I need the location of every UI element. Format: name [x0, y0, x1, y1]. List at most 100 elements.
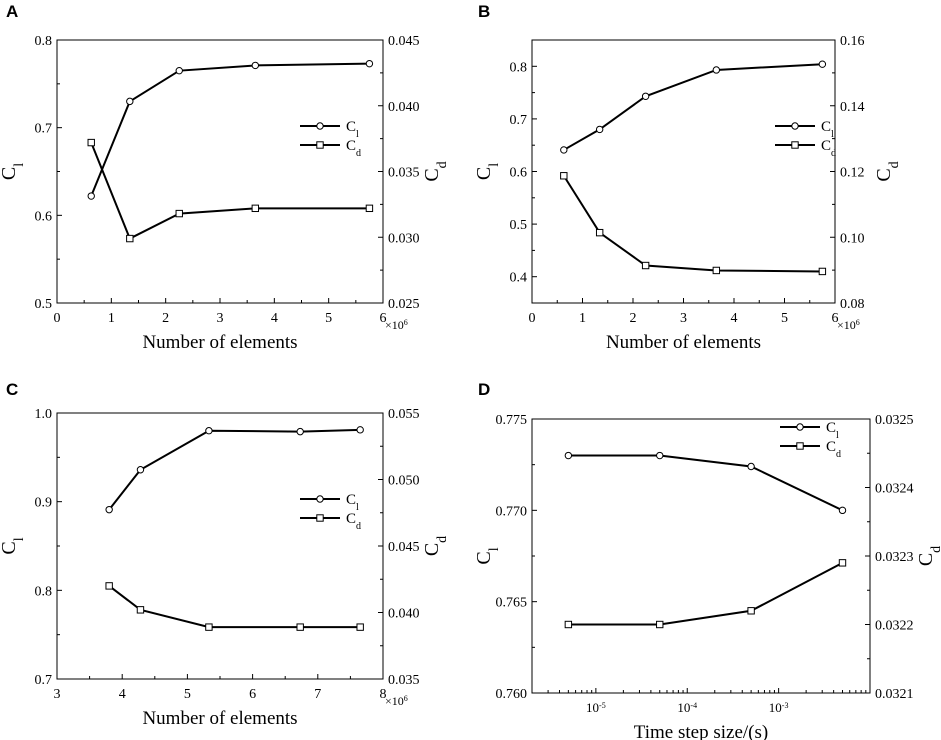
y-left-tick-label: 0.7: [35, 122, 53, 137]
y-left-tick-label: 0.9: [35, 496, 53, 511]
data-point-circle: [564, 451, 573, 460]
y-left-tick-label: 0.4: [510, 271, 528, 286]
x-tick-label: 6: [832, 311, 839, 326]
y-left-tick-label: 0.6: [510, 166, 528, 181]
y-right-tick-label: 0.0324: [875, 482, 914, 497]
data-point-circle: [126, 97, 134, 106]
y-right-tick-label: 0.12: [840, 166, 865, 181]
data-point-square: [656, 620, 664, 629]
data-point-square: [641, 261, 650, 270]
x-axis-label: Number of elements: [142, 708, 297, 729]
y-right-tick-label: 0.035: [388, 673, 420, 688]
legend-entry: Cl: [346, 119, 359, 140]
legend-entry: Cl: [346, 492, 359, 513]
x-tick-label: 3: [217, 311, 224, 326]
x-tick-label: 3: [54, 687, 61, 702]
data-point-square: [251, 204, 260, 213]
plot-frame: [531, 39, 836, 304]
legend-entry: Cd: [346, 511, 361, 532]
chart-d: 10-5 10-4 10-3 0.760 0.765 0.770 0.775 0.0321 0.…: [473, 413, 941, 740]
x-axis-label: Number of elements: [142, 332, 297, 353]
legend-entry: Cd: [346, 138, 361, 159]
data-point-circle: [136, 466, 145, 474]
plot-frame: [56, 412, 384, 680]
legend-entry: Cd: [821, 138, 836, 159]
plot-frame: [56, 39, 384, 304]
panel-label: A: [6, 2, 19, 21]
data-point-square: [818, 267, 827, 276]
x-tick-label: 5: [325, 311, 332, 326]
y-right-tick-label: 0.050: [388, 474, 420, 489]
data-point-square: [87, 138, 95, 147]
series-line-circle: [90, 62, 370, 197]
data-point-square: [296, 623, 304, 631]
y-right-tick-label: 0.040: [388, 607, 420, 622]
data-point-circle: [838, 506, 847, 515]
x-tick-label: 10-4: [677, 700, 697, 715]
panel-d: D 10-5 10-4 10-3 0.760 0.765 0.770 0.775 0.0321…: [470, 370, 941, 740]
y-left-tick-label: 0.6: [35, 209, 53, 224]
y-left-tick-label: 0.8: [510, 60, 528, 75]
data-point-circle: [175, 66, 183, 75]
x-tick-label: 0: [54, 311, 61, 326]
legend-marker: [316, 122, 324, 130]
panel-a: A 0 1 2 3 4 5 6 0.5 0.6 0.7 0.8 0.025 0.030 0.035 0.04…: [0, 0, 470, 365]
series-line-circle: [568, 454, 843, 512]
data-point-circle: [560, 146, 568, 154]
y-right-tick-label: 0.0322: [875, 619, 914, 634]
data-point-circle: [712, 66, 721, 74]
x-tick-label: 6: [249, 687, 256, 702]
data-point-circle: [656, 451, 664, 460]
y-right-tick-label: 0.030: [388, 231, 420, 246]
x-tick-label: 5: [184, 687, 191, 702]
data-point-circle: [595, 125, 604, 134]
legend-entry: Cl: [826, 420, 839, 441]
y-left-tick-label: 0.5: [35, 297, 53, 312]
legend-marker: [796, 423, 804, 431]
data-point-square: [136, 606, 145, 614]
y-left-tick-label: 0.760: [496, 687, 528, 702]
legend-entry: Cl: [821, 119, 834, 140]
x-tick-label: 2: [630, 311, 637, 326]
y-left-axis-label: Cl: [0, 163, 27, 180]
y-left-tick-label: 0.775: [496, 413, 528, 428]
panel-c: C 3 4 5 6 7 8 0.7 0.8 0.9 1.0 0.035 0.040 0.045 0.050…: [0, 370, 470, 740]
y-right-tick-label: 0.10: [840, 231, 865, 246]
data-point-circle: [641, 92, 650, 100]
x-multiplier-label: ×106: [837, 318, 860, 333]
y-left-tick-label: 0.8: [35, 34, 53, 49]
panel-b: B 0 1 2 3 4 5 6 0.4 0.5 0.6 0.7 0.8 0.08 0.10 0.12 0.14…: [470, 0, 941, 365]
x-tick-label: 0: [529, 311, 536, 326]
x-tick-label: 4: [119, 687, 126, 702]
y-right-tick-label: 0.040: [388, 100, 420, 115]
y-right-tick-label: 0.025: [388, 297, 420, 312]
y-left-tick-label: 0.770: [496, 504, 528, 519]
data-point-circle: [365, 59, 374, 68]
y-right-tick-label: 0.035: [388, 166, 420, 181]
data-point-square: [595, 228, 604, 237]
data-point-square: [105, 582, 113, 590]
y-right-axis-label: Cd: [915, 546, 941, 566]
x-multiplier-label: ×106: [385, 694, 408, 709]
y-left-axis-label: Cl: [473, 547, 502, 564]
y-right-tick-label: 0.08: [840, 297, 865, 312]
x-tick-label: 5: [781, 311, 788, 326]
x-tick-label: 10-5: [586, 700, 606, 715]
data-point-circle: [747, 462, 755, 471]
data-point-circle: [818, 60, 827, 68]
chart-b: 0 1 2 3 4 5 6 0.4 0.5 0.6 0.7 0.8 0.08 0.10 0.12 0.14 0.…: [473, 34, 902, 353]
y-right-tick-label: 0.0321: [875, 687, 914, 702]
data-point-square: [126, 234, 134, 243]
legend-marker: [316, 141, 324, 149]
y-right-axis-label: Cd: [421, 161, 450, 181]
data-point-square: [564, 620, 573, 629]
x-tick-label: 7: [314, 687, 321, 702]
y-left-tick-label: 0.5: [510, 218, 528, 233]
series-line-square: [562, 175, 823, 273]
y-left-axis-label: Cl: [473, 163, 502, 180]
legend-marker: [796, 442, 804, 450]
panel-label: D: [478, 380, 491, 399]
chart-a: 0 1 2 3 4 5 6 0.5 0.6 0.7 0.8 0.025 0.030 0.035 0.040 0…: [0, 34, 450, 353]
data-point-circle: [87, 192, 95, 200]
data-point-circle: [356, 426, 364, 434]
